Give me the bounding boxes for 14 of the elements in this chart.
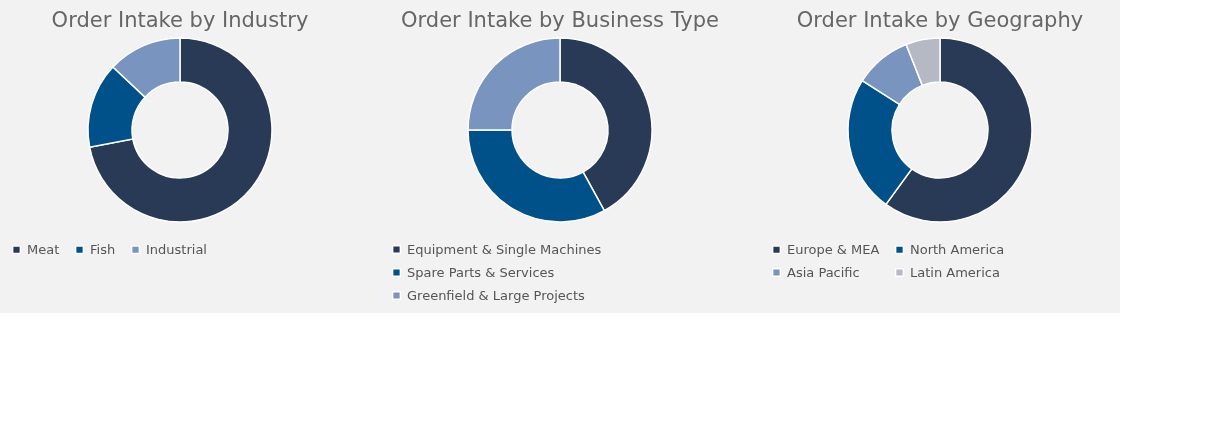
chart-title: Order Intake by Industry (51, 8, 309, 32)
legend-label: Latin America (910, 264, 1000, 280)
legend-label: Industrial (146, 241, 207, 257)
legend-label: Fish (90, 241, 116, 257)
legend-label: Spare Parts & Services (407, 264, 555, 280)
legend-label: Meat (27, 241, 60, 257)
legend-label: North America (910, 241, 1005, 257)
legend-label: Europe & MEA (787, 241, 880, 257)
legend-label: Asia Pacific (787, 264, 860, 280)
chart-title: Order Intake by Geography (796, 8, 1084, 32)
legend-label: Greenfield & Large Projects (407, 287, 586, 303)
donut-slice (88, 37, 273, 223)
legend-label: Equipment & Single Machines (407, 241, 602, 257)
chart-title: Order Intake by Business Type (401, 8, 719, 32)
